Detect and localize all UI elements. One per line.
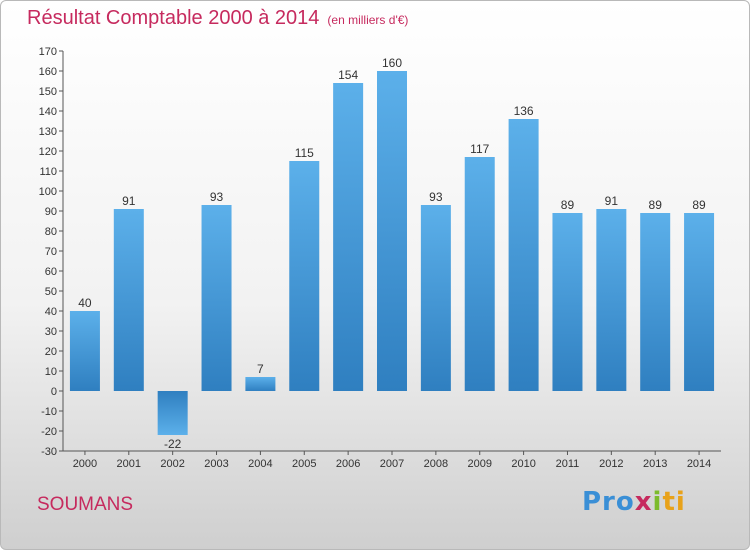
- value-label-2013: 89: [649, 198, 663, 212]
- y-tick-label: 80: [45, 226, 57, 238]
- x-tick-label-2007: 2007: [380, 458, 404, 470]
- location-name: SOUMANS: [37, 494, 134, 515]
- value-labels: 40 91 -22 93 7 115 154 160 93 117 136 89 91 89 89: [78, 56, 706, 451]
- value-label-2007: 160: [382, 56, 402, 70]
- y-tick-label: 150: [39, 86, 57, 98]
- x-tick-label-2004: 2004: [248, 458, 272, 470]
- x-tick-label-2006: 2006: [336, 458, 360, 470]
- chart-subtitle: (en milliers d'€): [327, 13, 409, 27]
- value-label-2009: 117: [470, 142, 489, 156]
- bar-2002: [157, 391, 188, 435]
- chart-title: Résultat Comptable 2000 à 2014 (en millie…: [27, 7, 408, 30]
- x-tick-label-2013: 2013: [643, 458, 667, 470]
- value-label-2014: 89: [692, 198, 706, 212]
- logo-part-3: i: [652, 487, 663, 517]
- y-tick-label: 160: [39, 66, 57, 78]
- value-label-2000: 40: [78, 296, 92, 310]
- y-tick-label: 100: [39, 186, 57, 198]
- value-label-2006: 154: [338, 68, 358, 82]
- y-tick-label: 60: [45, 266, 57, 278]
- x-tick-label-2005: 2005: [292, 458, 316, 470]
- bars: [69, 71, 715, 435]
- y-tick-label: 40: [45, 306, 57, 318]
- x-tick-label-2012: 2012: [599, 458, 623, 470]
- x-tick-label-2002: 2002: [160, 458, 184, 470]
- x-tick-label-2003: 2003: [204, 458, 228, 470]
- y-tick-label: -20: [41, 426, 57, 438]
- x-tick-label-2010: 2010: [511, 458, 535, 470]
- y-tick-label: 70: [45, 246, 57, 258]
- y-tick-label: -30: [41, 446, 57, 458]
- proxiti-logo: Proxiti: [582, 487, 686, 517]
- x-tick-label-2008: 2008: [424, 458, 448, 470]
- bar-2008: [420, 205, 451, 391]
- bar-2006: [333, 83, 364, 391]
- x-tick-label-2000: 2000: [73, 458, 97, 470]
- logo-part-1: Pro: [582, 487, 635, 517]
- y-tick-label: 120: [39, 146, 57, 158]
- value-label-2005: 115: [295, 146, 314, 160]
- value-label-2010: 136: [514, 104, 534, 118]
- y-tick-label: 140: [39, 106, 57, 118]
- bar-2004: [245, 377, 276, 391]
- bar-2003: [201, 205, 232, 391]
- x-tick-label-2009: 2009: [467, 458, 491, 470]
- value-label-2008: 93: [429, 190, 443, 204]
- bar-2000: [69, 311, 100, 391]
- value-label-2011: 89: [561, 198, 575, 212]
- y-tick-label: 0: [51, 386, 57, 398]
- bar-2012: [596, 209, 627, 391]
- value-label-2012: 91: [605, 194, 619, 208]
- y-tick-label: 20: [45, 346, 57, 358]
- value-label-2001: 91: [122, 194, 136, 208]
- bar-2011: [552, 213, 583, 391]
- y-tick-label: 170: [39, 46, 57, 58]
- bar-2007: [377, 71, 407, 391]
- x-tick-label-2011: 2011: [556, 458, 580, 470]
- x-tick-label-2014: 2014: [687, 458, 711, 470]
- value-label-2004: 7: [257, 362, 264, 376]
- logo-part-4: ti: [662, 487, 686, 517]
- chart-title-text: Résultat Comptable 2000 à 2014: [27, 7, 320, 29]
- bar-2014: [684, 213, 715, 391]
- y-tick-label: 50: [45, 286, 57, 298]
- y-tick-label: 10: [45, 366, 57, 378]
- bar-2001: [113, 209, 144, 391]
- axes: -30 -20 -10 0 10 20 30 40 50 60 70 80 90 100 110 120 130…: [39, 46, 721, 470]
- y-tick-label: 130: [39, 126, 57, 138]
- x-tick-label-2001: 2001: [117, 458, 141, 470]
- y-tick-label: -10: [41, 406, 57, 418]
- bar-2009: [464, 157, 495, 391]
- y-tick-label: 90: [45, 206, 57, 218]
- bar-2005: [289, 161, 320, 391]
- value-label-2002: -22: [164, 437, 182, 451]
- y-tick-label: 110: [39, 166, 57, 178]
- bar-2010: [508, 119, 539, 391]
- logo-part-2: x: [634, 487, 653, 517]
- y-tick-label: 30: [45, 326, 57, 338]
- bar-2013: [640, 213, 671, 391]
- value-label-2003: 93: [210, 190, 224, 204]
